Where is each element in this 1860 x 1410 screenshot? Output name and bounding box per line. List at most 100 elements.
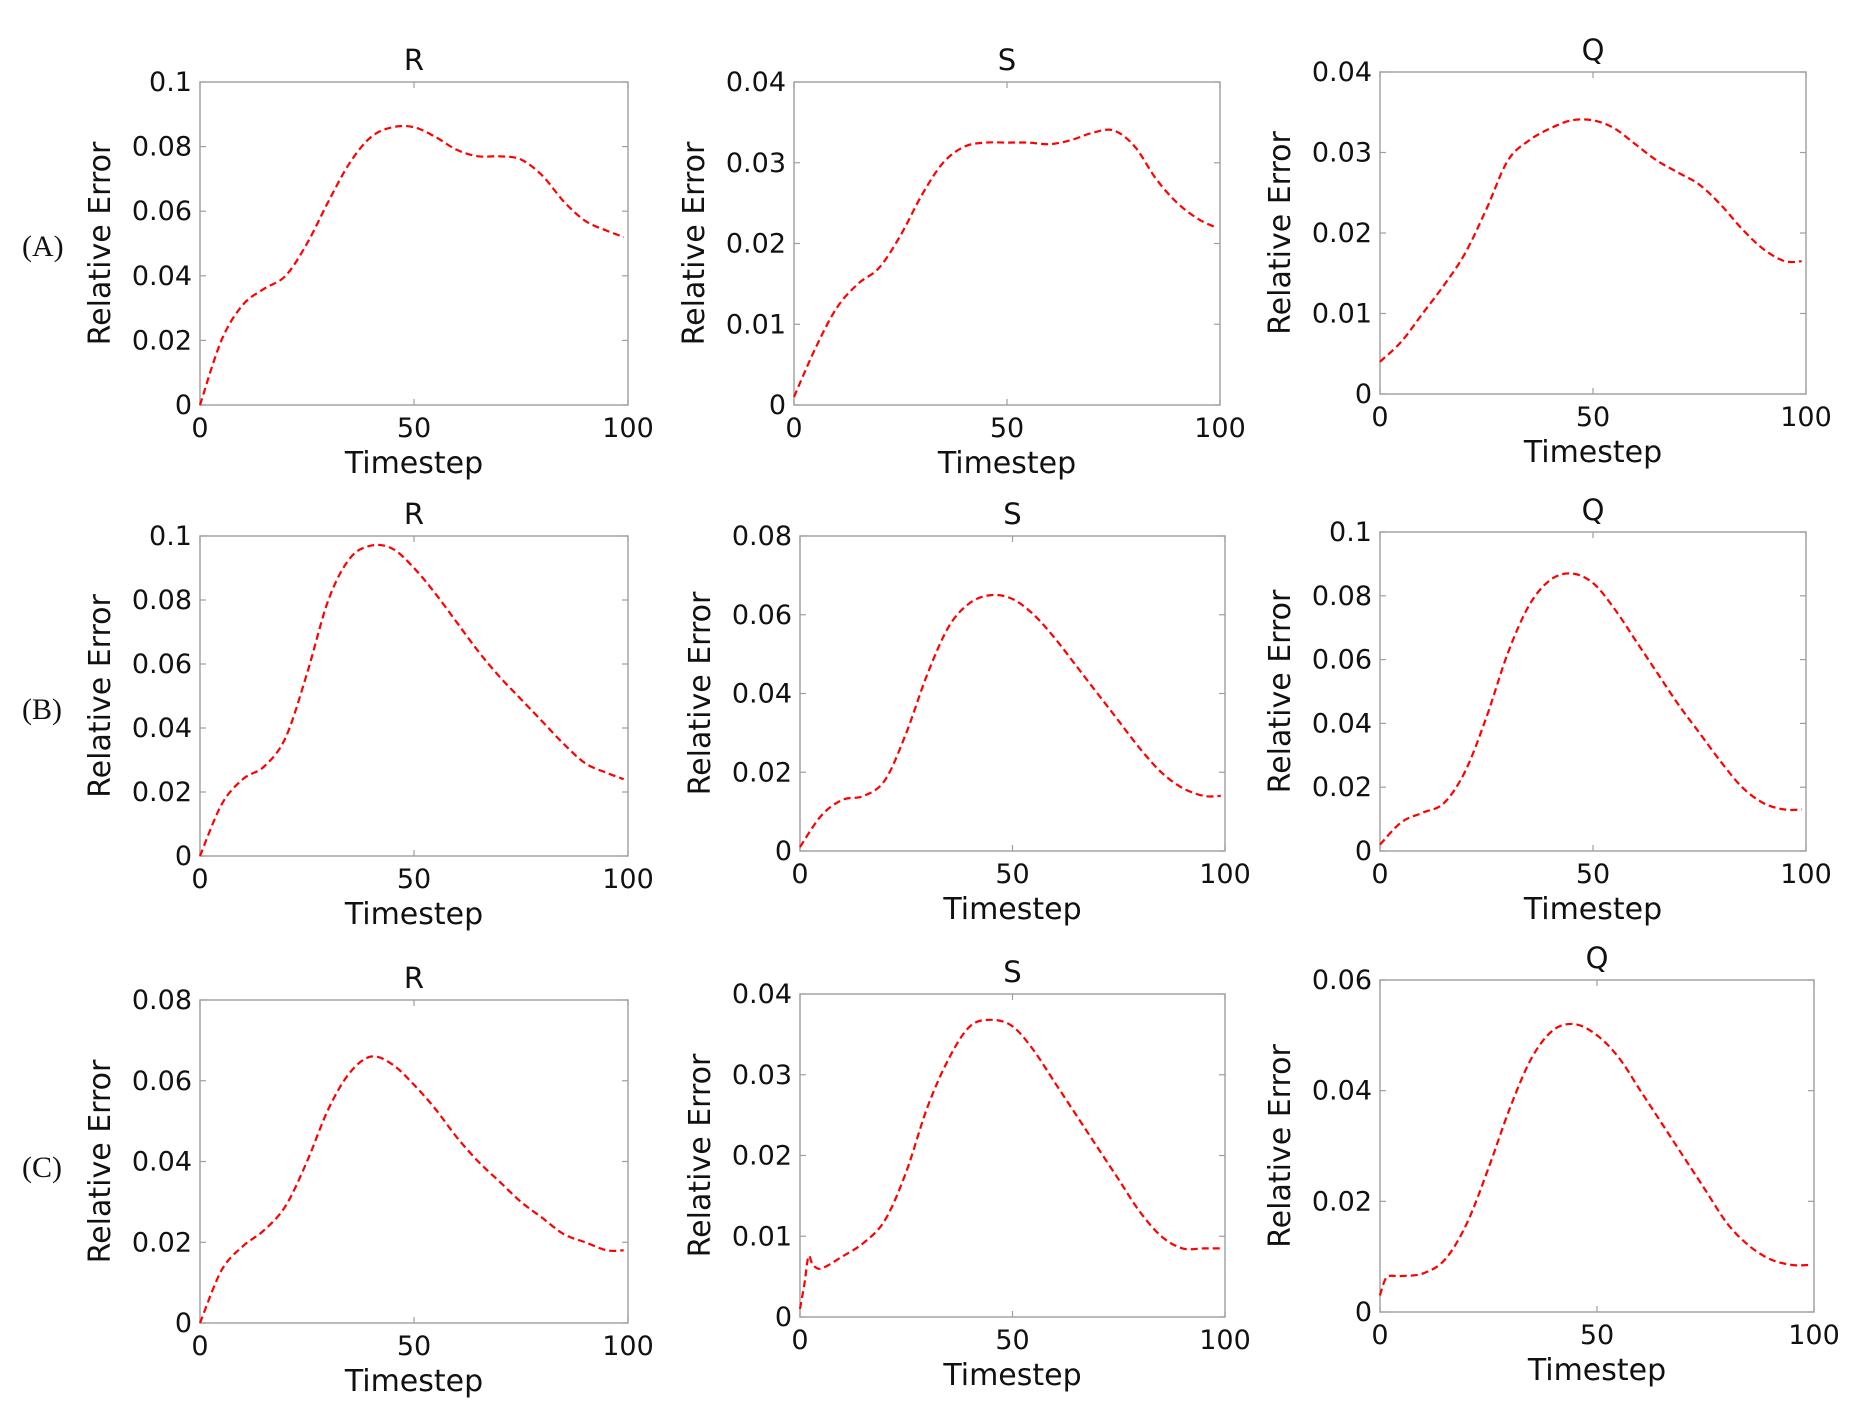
plot-frame xyxy=(199,535,629,857)
y-tick-label: 0.04 xyxy=(1312,57,1372,88)
panel-b-r: R 0 50 100 0 0.02 0.04 0.06 0.08 0.1 Timestep Relat… xyxy=(83,497,654,932)
panel-c-s: S 0 50 100 0 0.01 0.02 0.03 0.04 Timestep Relative… xyxy=(683,955,1251,1393)
y-tick-label: 0 xyxy=(175,390,192,421)
panel-title: S xyxy=(1003,497,1021,531)
y-tick-label: 0.06 xyxy=(132,196,192,227)
relative-error-line xyxy=(792,128,1217,398)
y-tick-label: 0.02 xyxy=(726,229,786,260)
y-tick-label: 0.06 xyxy=(732,600,792,631)
panel-title: Q xyxy=(1586,941,1609,975)
x-axis-label: Timestep xyxy=(942,1358,1081,1393)
y-tick-label: 0.1 xyxy=(149,67,192,98)
x-axis-label: Timestep xyxy=(942,892,1081,927)
y-tick-label: 0.06 xyxy=(132,1066,192,1097)
panel-title: S xyxy=(998,43,1016,77)
panels-container: R 0 50 100 0 0.02 0.04 0.06 0.08 0.1 Timestep Relat… xyxy=(83,33,1840,1399)
y-axis-label: Relative Error xyxy=(677,141,712,345)
y-tick-label: 0 xyxy=(1355,1297,1372,1328)
y-tick-label: 0.1 xyxy=(149,521,192,552)
y-tick-label: 0.04 xyxy=(132,713,192,744)
x-tick-label: 50 xyxy=(1580,1320,1614,1351)
y-tick-label: 0.06 xyxy=(1312,965,1372,996)
x-tick-label: 50 xyxy=(1576,402,1610,433)
x-tick-label: 0 xyxy=(191,864,208,895)
relative-error-line xyxy=(198,543,625,857)
panel-c-q: Q 0 50 100 0 0.02 0.04 0.06 Timestep Relative Err… xyxy=(1263,941,1840,1388)
x-tick-label: 0 xyxy=(1371,402,1388,433)
y-axis-label: Relative Error xyxy=(83,1059,118,1263)
x-axis-label: Timestep xyxy=(344,897,483,932)
x-tick-label: 50 xyxy=(1576,859,1610,890)
plot-frame xyxy=(1379,979,1815,1313)
y-tick-label: 0.06 xyxy=(1312,645,1372,676)
y-tick-label: 0.08 xyxy=(132,132,192,163)
y-tick-label: 0 xyxy=(769,390,786,421)
plot-frame xyxy=(799,993,1226,1318)
x-tick-label: 0 xyxy=(791,1325,808,1356)
x-tick-label: 100 xyxy=(1780,859,1832,890)
relative-error-line xyxy=(1379,118,1802,363)
x-axis-label: Timestep xyxy=(1523,435,1662,470)
panel-b-q: Q 0 50 100 0 0.02 0.04 0.06 0.08 0.1 Timestep Relat… xyxy=(1263,493,1832,927)
plot-frame xyxy=(793,81,1221,406)
panel-title: Q xyxy=(1582,33,1605,67)
y-tick-label: 0 xyxy=(175,1308,192,1339)
y-tick-label: 0 xyxy=(1355,836,1372,867)
y-tick-label: 0.03 xyxy=(1312,138,1372,169)
y-axis-label: Relative Error xyxy=(1263,589,1298,793)
panel-b-s: S 0 50 100 0 0.02 0.04 0.06 0.08 Timestep Relative… xyxy=(683,497,1251,927)
relative-error-line xyxy=(1379,572,1802,846)
x-axis-label: Timestep xyxy=(1523,892,1662,927)
x-tick-label: 50 xyxy=(397,864,431,895)
x-axis-label: Timestep xyxy=(937,446,1076,481)
x-tick-label: 0 xyxy=(1371,1320,1388,1351)
y-tick-label: 0.02 xyxy=(732,757,792,788)
x-tick-label: 100 xyxy=(1199,859,1251,890)
y-tick-label: 0.02 xyxy=(132,325,192,356)
panel-title: R xyxy=(404,497,424,531)
x-axis-label: Timestep xyxy=(344,1364,483,1399)
y-tick-label: 0.08 xyxy=(132,985,192,1016)
y-tick-label: 0 xyxy=(175,841,192,872)
y-tick-label: 0.01 xyxy=(732,1221,792,1252)
x-tick-label: 50 xyxy=(397,413,431,444)
x-tick-label: 100 xyxy=(602,413,654,444)
x-tick-label: 100 xyxy=(1194,413,1246,444)
plot-frame xyxy=(799,535,1226,852)
x-tick-label: 0 xyxy=(191,413,208,444)
x-tick-label: 100 xyxy=(602,1331,654,1362)
y-tick-label: 0.08 xyxy=(732,521,792,552)
y-tick-label: 0.02 xyxy=(1312,1186,1372,1217)
y-tick-label: 0.01 xyxy=(726,309,786,340)
x-tick-label: 0 xyxy=(191,1331,208,1362)
y-axis-label: Relative Error xyxy=(683,591,718,795)
x-tick-label: 100 xyxy=(1199,1325,1251,1356)
x-tick-label: 50 xyxy=(995,859,1029,890)
relative-error-line xyxy=(799,593,1221,848)
y-axis-label: Relative Error xyxy=(1263,1044,1298,1248)
x-tick-label: 0 xyxy=(785,413,802,444)
x-tick-label: 100 xyxy=(1780,402,1832,433)
y-tick-label: 0.04 xyxy=(726,67,786,98)
y-tick-label: 0.02 xyxy=(132,1227,192,1258)
y-tick-label: 0.04 xyxy=(132,261,192,292)
x-tick-label: 100 xyxy=(1788,1320,1840,1351)
y-axis-label: Relative Error xyxy=(683,1053,718,1257)
y-tick-label: 0 xyxy=(1355,379,1372,410)
panel-title: Q xyxy=(1582,493,1605,527)
plot-frame xyxy=(1379,71,1807,395)
y-tick-label: 0.04 xyxy=(132,1147,192,1178)
y-tick-label: 0.02 xyxy=(1312,218,1372,249)
row-label-c: (C) xyxy=(22,1151,62,1184)
y-axis-label: Relative Error xyxy=(83,594,118,798)
relative-error-line xyxy=(798,1018,1221,1310)
relative-error-line xyxy=(198,1055,624,1324)
panel-a-r: R 0 50 100 0 0.02 0.04 0.06 0.08 0.1 Timestep Relat… xyxy=(83,43,654,481)
row-label-a: (A) xyxy=(22,230,64,263)
y-tick-label: 0.01 xyxy=(1312,299,1372,330)
y-tick-label: 0 xyxy=(775,1302,792,1333)
y-tick-label: 0.1 xyxy=(1329,517,1372,548)
y-tick-label: 0.03 xyxy=(726,148,786,179)
y-tick-label: 0.08 xyxy=(1312,581,1372,612)
